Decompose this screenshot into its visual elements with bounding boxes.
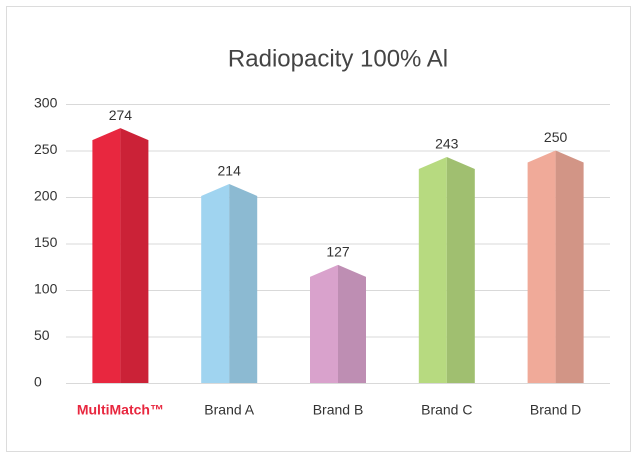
bar-right-shade [229,183,258,383]
x-tick-label: Brand C [421,402,472,418]
x-tick-label: MultiMatch™ [77,402,164,418]
bar-right-shade [120,128,149,383]
bar-right-shade [555,150,584,383]
bar-left-face [201,183,230,383]
bar [201,183,258,383]
bar-left-face [92,128,121,383]
data-label: 274 [109,107,133,123]
y-tick-label: 200 [34,188,58,204]
bar-right-shade [446,157,475,383]
y-tick-label: 150 [34,234,58,250]
y-tick-label: 250 [34,141,58,157]
bar-right-face [120,128,149,383]
bar-right-face [338,264,366,383]
bar [310,264,366,383]
bar-right-face [446,157,475,383]
bar-left-face [418,157,447,383]
bar [418,157,475,383]
chart-title: Radiopacity 100% Al [228,45,448,72]
y-tick-label: 50 [34,327,50,343]
bar-right-face [555,150,584,383]
data-label: 214 [218,163,242,179]
bar [527,150,584,383]
bar-left-face [310,264,338,383]
bar-right-face [229,183,258,383]
y-tick-label: 300 [34,95,58,111]
data-label: 250 [544,129,568,145]
bar-left-face [527,150,556,383]
y-tick-label: 100 [34,281,58,297]
x-tick-label: Brand B [313,402,364,418]
bar-right-shade [338,264,366,383]
y-tick-label: 0 [34,374,42,390]
data-label: 127 [326,244,350,260]
x-tick-label: Brand A [204,402,254,418]
bar [92,128,149,383]
x-tick-label: Brand D [530,402,581,418]
data-label: 243 [435,136,459,152]
